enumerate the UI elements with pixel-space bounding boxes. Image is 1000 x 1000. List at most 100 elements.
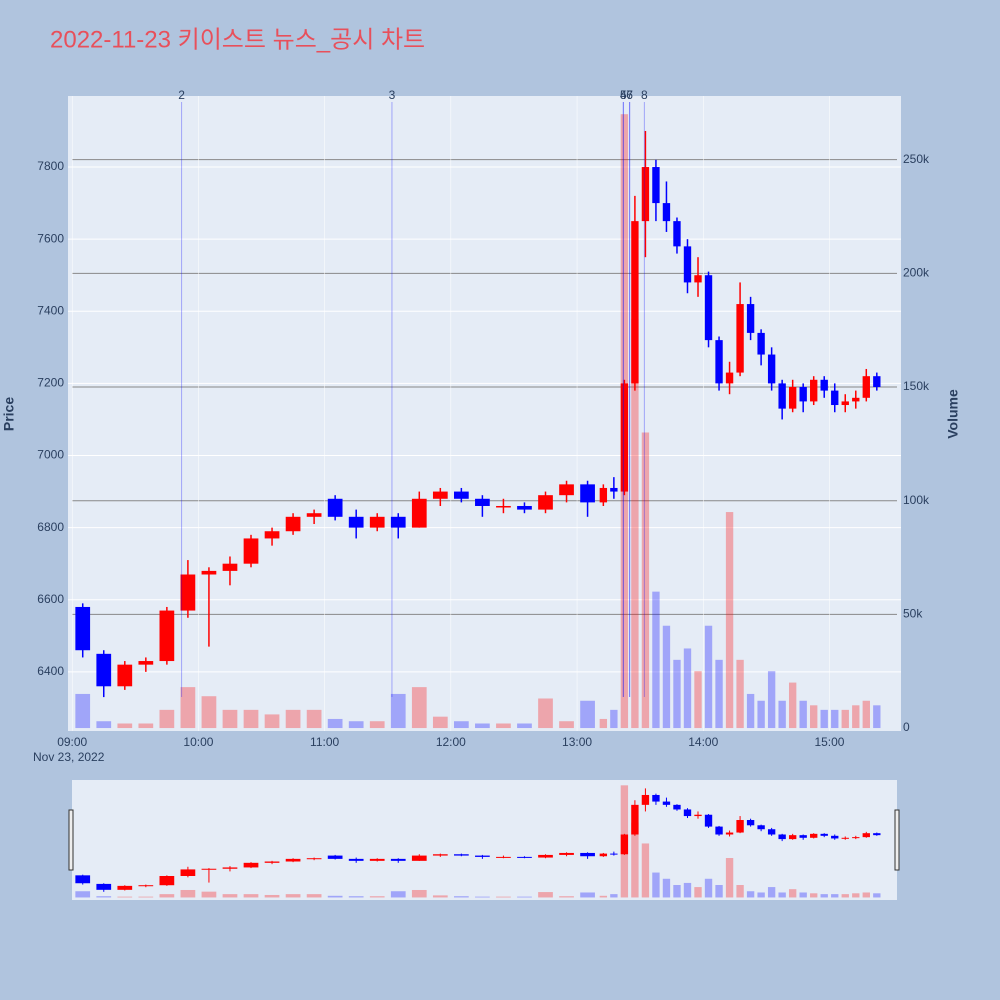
slider-volume-bar bbox=[873, 893, 881, 898]
candle-body bbox=[222, 563, 238, 571]
y2-tick-label: 250k bbox=[903, 152, 930, 166]
slider-handle[interactable] bbox=[68, 809, 74, 871]
volume-bar bbox=[799, 700, 807, 729]
candle-body bbox=[306, 513, 322, 517]
candle-body bbox=[715, 340, 723, 384]
x-tick-label: 12:00 bbox=[436, 735, 466, 749]
y2-tick-label: 0 bbox=[903, 720, 910, 734]
slider-volume-bar bbox=[641, 843, 650, 898]
volume-bar bbox=[746, 693, 755, 729]
candle-body bbox=[180, 574, 196, 611]
volume-bar bbox=[264, 714, 280, 729]
candle-body bbox=[138, 661, 154, 665]
y-axis-label: Price bbox=[1, 397, 17, 431]
news-label: 4 bbox=[620, 88, 627, 102]
slider-handle[interactable] bbox=[894, 809, 900, 871]
y-tick-label: 6400 bbox=[37, 664, 64, 678]
volume-bar bbox=[201, 696, 217, 729]
slider-candle-body bbox=[475, 855, 490, 857]
candle-body bbox=[641, 167, 650, 222]
candle-body bbox=[862, 376, 870, 398]
slider-candle-body bbox=[852, 837, 860, 839]
range-slider[interactable] bbox=[72, 780, 897, 900]
volume-bar bbox=[694, 671, 702, 729]
candle-body bbox=[96, 653, 112, 687]
slider-volume-bar bbox=[411, 889, 427, 898]
candle-body bbox=[704, 275, 713, 341]
volume-bar bbox=[810, 705, 818, 729]
slider-candle-body bbox=[799, 835, 807, 838]
volume-bar bbox=[631, 318, 639, 729]
candle-body bbox=[432, 491, 448, 499]
candle-body bbox=[746, 304, 755, 333]
slider-volume-bar bbox=[704, 878, 713, 898]
news-label: 3 bbox=[389, 88, 396, 102]
candle-body bbox=[327, 498, 343, 517]
slider-volume-bar bbox=[138, 896, 154, 898]
volume-bar bbox=[820, 709, 828, 729]
slider-volume-bar bbox=[453, 896, 469, 898]
candle-body bbox=[348, 516, 364, 528]
volume-bar bbox=[327, 718, 343, 729]
volume-bar bbox=[757, 700, 765, 729]
slider-volume-bar bbox=[810, 893, 818, 898]
volume-bar bbox=[243, 709, 259, 729]
candle-body bbox=[475, 498, 490, 506]
slider-candle-body bbox=[180, 869, 196, 876]
volume-bar bbox=[496, 723, 511, 729]
volume-bar bbox=[652, 591, 660, 729]
candle-body bbox=[390, 516, 406, 528]
volume-bar bbox=[778, 700, 786, 729]
candle-body bbox=[757, 332, 765, 355]
slider-volume-bar bbox=[369, 896, 385, 898]
slider-candle-body bbox=[704, 814, 713, 827]
y2-axis-label: Volume bbox=[945, 389, 961, 439]
volume-bar bbox=[580, 700, 595, 729]
candle-body bbox=[369, 516, 385, 528]
slider-volume-bar bbox=[820, 894, 828, 898]
x-tick-label: 09:00 bbox=[57, 735, 87, 749]
volume-bar bbox=[725, 512, 734, 729]
volume-bar bbox=[222, 709, 238, 729]
plot-area bbox=[68, 96, 901, 731]
candle-body bbox=[620, 383, 629, 492]
candle-body bbox=[631, 221, 639, 384]
slider-volume-bar bbox=[767, 887, 776, 898]
volume-bar bbox=[306, 709, 322, 729]
volume-bar bbox=[736, 659, 744, 729]
y-tick-label: 7400 bbox=[37, 303, 64, 317]
slider-volume-bar bbox=[631, 822, 639, 898]
slider-candle-body bbox=[788, 835, 797, 840]
news-label: 2 bbox=[178, 88, 185, 102]
slider-candle-body bbox=[201, 868, 217, 870]
slider-candle-body bbox=[264, 861, 280, 863]
slider-candle-body bbox=[641, 794, 650, 805]
slider-candle-body bbox=[411, 855, 427, 861]
volume-bar bbox=[453, 721, 469, 729]
slider-candle-body bbox=[222, 867, 238, 869]
slider-volume-bar bbox=[599, 895, 608, 898]
slider-candle-body bbox=[432, 854, 448, 856]
volume-bar bbox=[138, 723, 154, 729]
volume-bar bbox=[390, 693, 406, 729]
candle-body bbox=[75, 606, 91, 651]
slider-volume-bar bbox=[159, 894, 175, 898]
slider-candle-body bbox=[873, 833, 881, 836]
news-label: 6 bbox=[626, 88, 633, 102]
slider-volume-bar bbox=[475, 896, 490, 898]
slider-candle-body bbox=[810, 833, 818, 838]
volume-bar bbox=[285, 709, 301, 729]
volume-bar bbox=[475, 723, 490, 729]
candle-body bbox=[673, 221, 681, 247]
candle-body bbox=[736, 304, 744, 373]
slider-candle-body bbox=[767, 829, 776, 835]
y-tick-label: 6600 bbox=[37, 592, 64, 606]
volume-bar bbox=[767, 671, 776, 729]
slider-volume-bar bbox=[517, 896, 532, 898]
candle-body bbox=[538, 495, 553, 510]
candle-body bbox=[683, 246, 692, 283]
slider-volume-bar bbox=[327, 895, 343, 898]
volume-bar bbox=[538, 698, 553, 729]
y2-tick-label: 50k bbox=[903, 607, 923, 621]
slider-volume-bar bbox=[306, 894, 322, 898]
